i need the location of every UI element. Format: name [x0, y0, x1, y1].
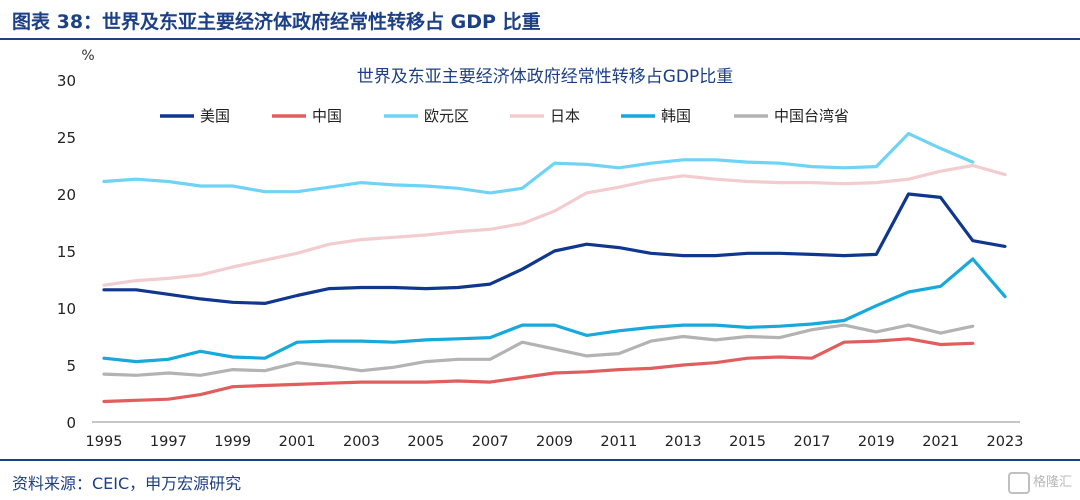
footer-rule	[0, 459, 1080, 461]
legend-label: 中国	[312, 107, 342, 125]
series-line-5	[102, 323, 975, 377]
x-tick-label: 2021	[922, 434, 959, 450]
line-chart: 世界及东亚主要经济体政府经常性转移占GDP比重 % 0 5 10 15 20 25 30 19…	[57, 48, 1024, 450]
x-tick-label: 2023	[987, 434, 1024, 450]
legend: 美国 中国 欧元区 日本 韩国 中国台湾省	[160, 107, 849, 125]
legend-label: 韩国	[661, 107, 691, 125]
chart-title: 世界及东亚主要经济体政府经常性转移占GDP比重	[357, 67, 734, 87]
y-axis-unit: %	[81, 48, 94, 64]
y-tick-label: 10	[57, 300, 76, 318]
x-tick-label: 1999	[214, 434, 251, 450]
x-tick-label: 1995	[86, 434, 123, 450]
series-line-2	[102, 132, 975, 195]
series-line-1	[102, 337, 975, 404]
y-tick-label: 0	[66, 414, 76, 432]
axes: 0 5 10 15 20 25 30 1995 1997 1999 2001 2003 2005 2007…	[57, 72, 1024, 450]
x-tick-label: 2011	[600, 434, 637, 450]
x-tick-label: 2017	[793, 434, 830, 450]
x-tick-label: 2015	[729, 434, 766, 450]
watermark: 格隆汇	[1007, 471, 1072, 494]
x-tick-label: 2003	[343, 434, 380, 450]
title-rule	[0, 38, 1080, 40]
figure-title: 图表 38：世界及东亚主要经济体政府经常性转移占 GDP 比重	[12, 11, 541, 33]
source-note: 资料来源：CEIC，申万宏源研究	[12, 474, 242, 493]
x-tick-label: 2019	[858, 434, 895, 450]
y-tick-label: 20	[57, 186, 76, 204]
x-tick-label: 2005	[407, 434, 444, 450]
y-tick-label: 15	[57, 243, 76, 261]
legend-label: 美国	[200, 107, 230, 125]
series-line-4	[102, 257, 1007, 364]
x-tick-label: 2013	[665, 434, 702, 450]
x-tick-label: 2009	[536, 434, 573, 450]
legend-label: 日本	[550, 107, 580, 125]
watermark-logo-icon	[1007, 471, 1030, 494]
legend-label: 欧元区	[424, 107, 469, 125]
series-lines	[102, 132, 1007, 404]
x-tick-label: 1997	[150, 434, 187, 450]
watermark-text: 格隆汇	[1032, 475, 1072, 490]
series-line-3	[102, 163, 1007, 287]
x-tick-label: 2007	[472, 434, 509, 450]
legend-label: 中国台湾省	[774, 107, 849, 125]
x-tick-label: 2001	[279, 434, 316, 450]
y-tick-label: 30	[57, 72, 76, 90]
y-tick-label: 25	[57, 129, 76, 147]
y-tick-label: 5	[66, 357, 76, 375]
series-line-0	[102, 192, 1007, 305]
